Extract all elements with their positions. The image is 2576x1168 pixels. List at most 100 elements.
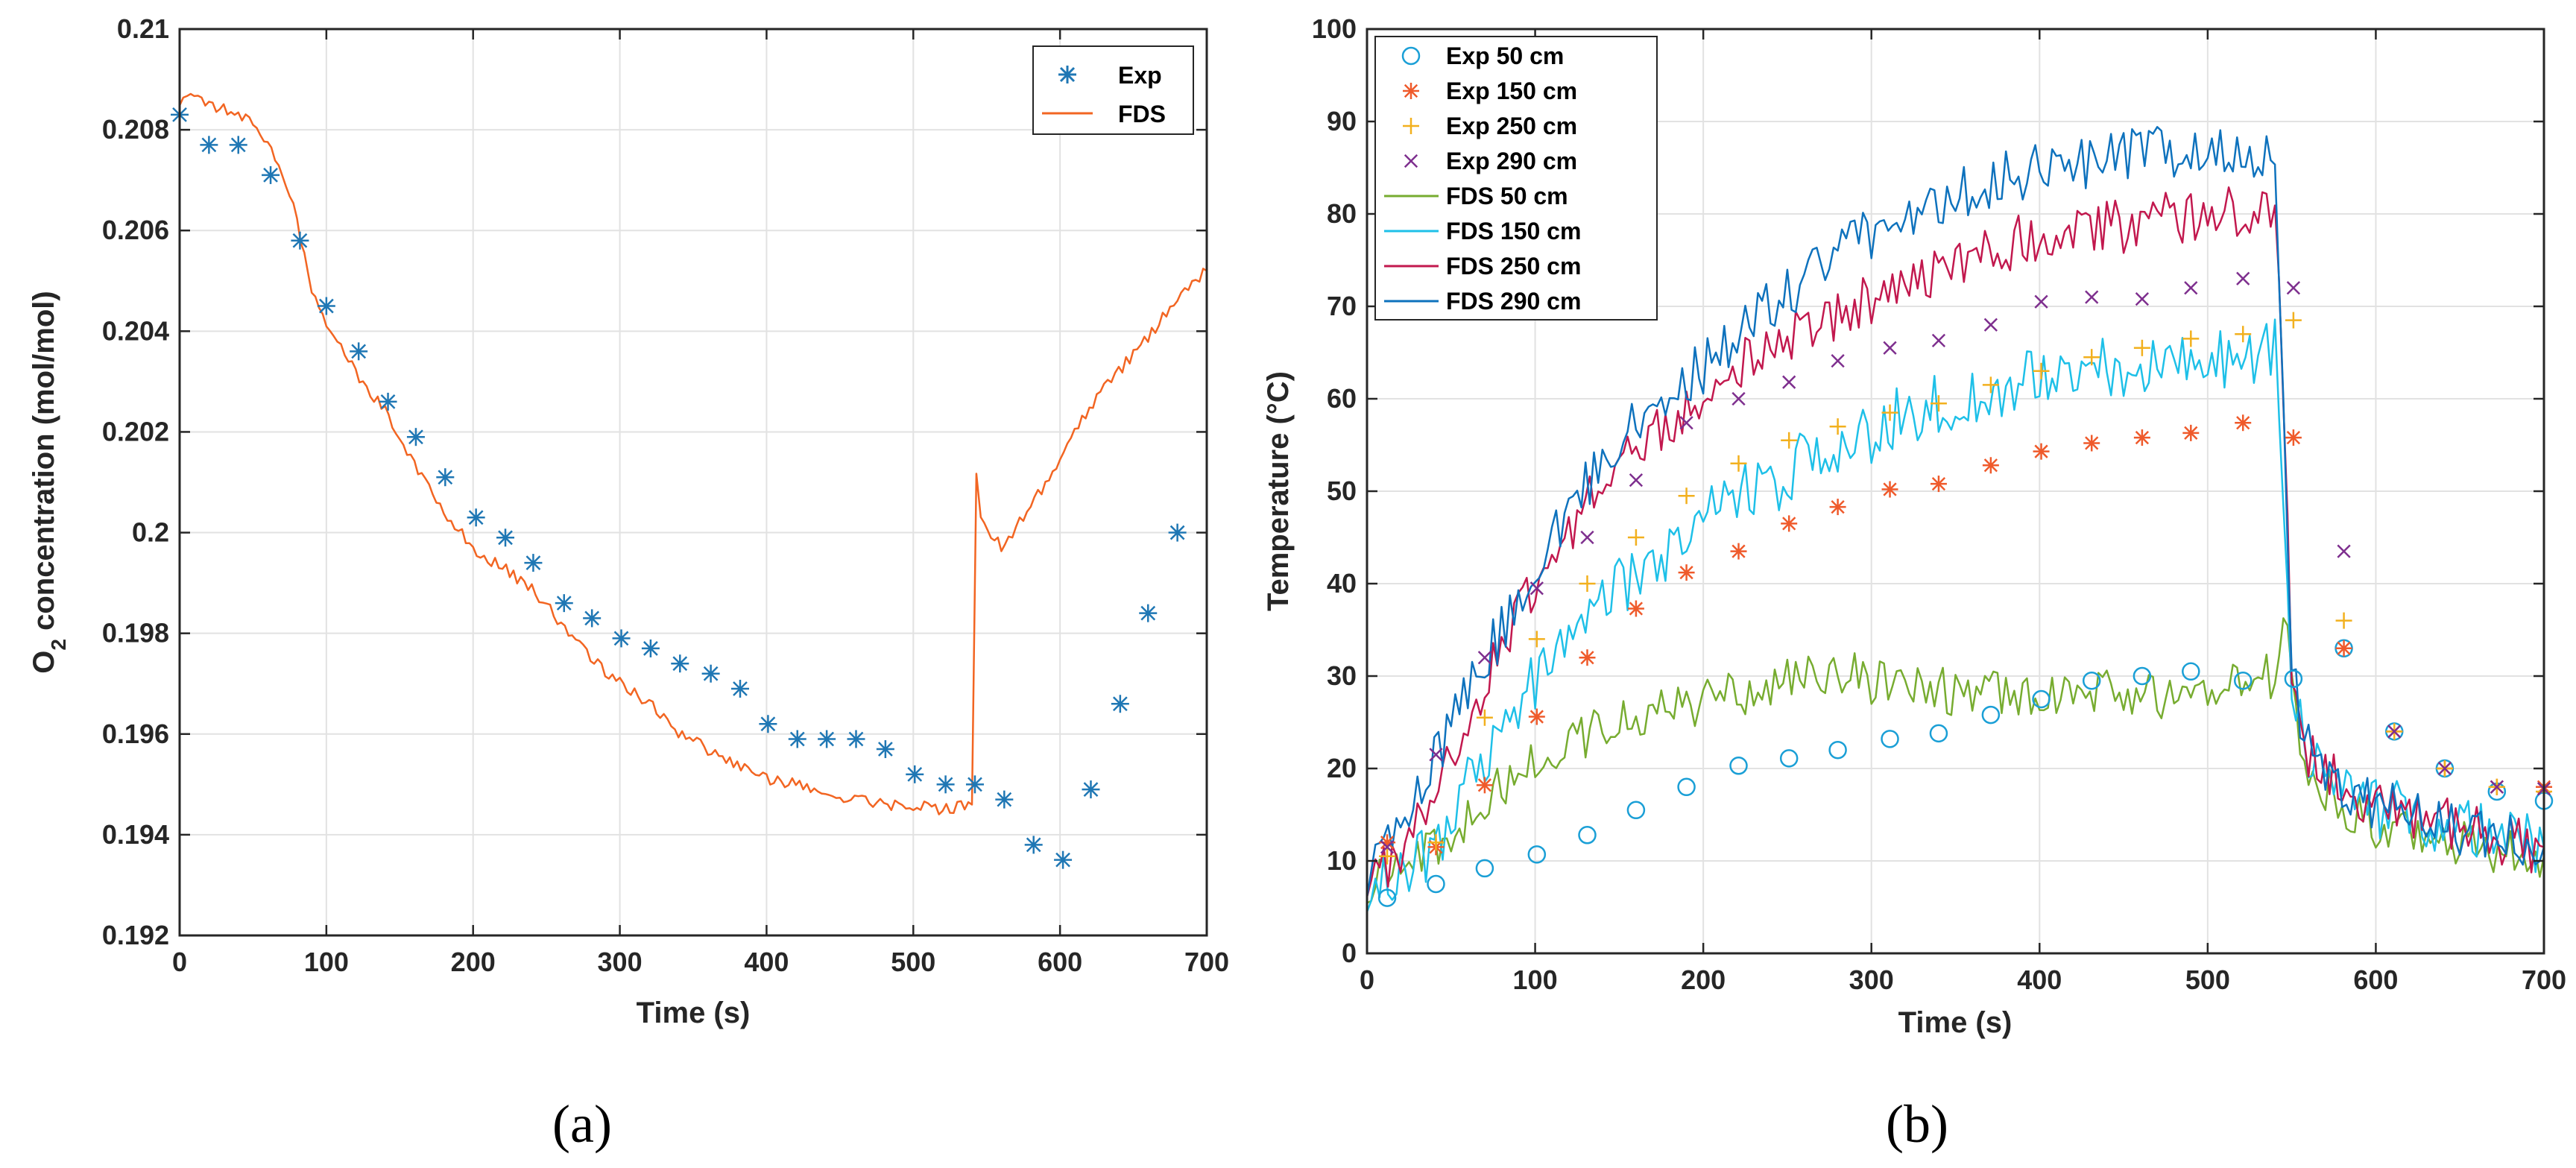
data-point-exp — [1139, 604, 1158, 622]
legend-marker-exp-250-cm — [1403, 118, 1419, 134]
x-tick-label: 500 — [891, 947, 935, 977]
series-line-fds-290-cm — [1366, 126, 2545, 897]
data-point-exp-150-cm — [1528, 708, 1545, 725]
x-axis-label-a: Time (s) — [637, 997, 751, 1029]
data-point-exp — [1168, 523, 1187, 542]
series-line-fds — [178, 92, 1208, 815]
axes-box-a — [178, 28, 1208, 937]
x-tick-label: 0 — [1360, 965, 1374, 995]
data-point-exp — [555, 594, 573, 613]
y-tick-label: 50 — [1327, 476, 1357, 506]
data-point-exp-250-cm — [2083, 349, 2100, 366]
data-point-exp-150-cm — [1579, 649, 1596, 666]
legend-marker-exp-290-cm — [1404, 154, 1418, 168]
ticks-a: 0 100 200 300 400 500 600 700 0.192 0.194 0.196 0.1… — [102, 13, 1229, 977]
y-tick-label: 20 — [1327, 753, 1357, 783]
x-tick-label: 600 — [1038, 947, 1082, 977]
legend-items-b: Exp 50 cm Exp 150 cm Exp 250 cm Exp 290 cm F… — [1384, 42, 1581, 315]
x-tick-label: 300 — [1849, 965, 1894, 995]
data-point-exp-290-cm — [1983, 318, 1998, 332]
data-point-exp-250-cm — [1427, 834, 1445, 851]
data-point-exp-50-cm — [1527, 845, 1547, 864]
x-tick-label: 400 — [2017, 965, 2062, 995]
data-point-exp-250-cm — [1982, 376, 1999, 394]
series-line-fds-50-cm — [1366, 617, 2545, 904]
y-tick-label: 0.2 — [132, 517, 169, 548]
data-point-exp-250-cm — [1627, 529, 1644, 546]
data-point-exp — [965, 775, 984, 794]
legend-box-b — [1374, 36, 1658, 321]
legend-label-fds-150-cm: FDS 150 cm — [1446, 218, 1581, 244]
data-point-exp-290-cm — [2034, 294, 2048, 309]
x-tick-label: 600 — [2353, 965, 2398, 995]
y-tick-label: 0.206 — [102, 215, 169, 245]
data-point-exp — [583, 609, 602, 628]
y-tick-label: 100 — [1312, 13, 1357, 44]
data-point-exp-50-cm — [2082, 671, 2101, 690]
data-point-exp-50-cm — [2032, 689, 2051, 709]
data-point-exp-290-cm — [2490, 780, 2504, 794]
x-tick-label: 500 — [2185, 965, 2230, 995]
data-point-exp-250-cm — [1730, 455, 1747, 472]
data-point-exp-250-cm — [1476, 709, 1493, 726]
y-axis-label-b: Temperature (°C) — [1262, 371, 1295, 611]
y-tick-label: 60 — [1327, 383, 1357, 414]
data-point-exp-250-cm — [2182, 330, 2200, 347]
legend-label-fds-250-cm: FDS 250 cm — [1446, 253, 1581, 280]
data-point-exp — [496, 528, 515, 547]
data-point-exp-250-cm — [1528, 631, 1545, 648]
data-point-exp-150-cm — [1881, 481, 1898, 498]
legend-label-exp: Exp — [1118, 62, 1162, 89]
data-point-exp-150-cm — [1930, 476, 1947, 493]
data-point-exp — [1111, 695, 1129, 713]
data-point-exp-50-cm — [1729, 757, 1748, 775]
data-point-exp-290-cm — [1931, 333, 1946, 348]
x-tick-label: 700 — [2522, 965, 2566, 995]
data-point-exp-50-cm — [1427, 874, 1445, 894]
data-point-exp-290-cm — [2236, 271, 2250, 285]
y-tick-label: 0.204 — [102, 315, 169, 346]
data-point-exp-50-cm — [1626, 801, 1646, 820]
data-point-exp-250-cm — [2133, 339, 2150, 356]
data-point-exp-50-cm — [1377, 888, 1397, 907]
data-point-exp-290-cm — [1530, 581, 1544, 596]
data-point-exp — [200, 136, 218, 154]
data-point-exp-290-cm — [1782, 375, 1796, 389]
data-point-exp-250-cm — [1829, 418, 1846, 435]
caption-b: (b) — [1886, 1094, 1948, 1154]
data-point-exp — [524, 554, 543, 572]
data-point-exp-290-cm — [1580, 530, 1594, 545]
y-tick-label: 30 — [1327, 660, 1357, 691]
legend-marker-exp-50-cm — [1401, 46, 1421, 66]
data-point-exp-50-cm — [1828, 740, 1847, 760]
data-point-exp — [350, 342, 368, 361]
data-point-exp — [876, 740, 894, 759]
x-tick-label: 700 — [1184, 947, 1229, 977]
legend-label-fds: FDS — [1118, 101, 1166, 127]
data-point-exp — [641, 639, 660, 657]
legend-label-exp-150-cm: Exp 150 cm — [1446, 78, 1577, 104]
data-point-exp-150-cm — [2133, 429, 2150, 446]
data-point-exp-250-cm — [2033, 362, 2050, 379]
data-point-exp-290-cm — [1831, 354, 1845, 368]
legend-a: Exp FDS — [1032, 45, 1194, 135]
data-point-exp-290-cm — [2135, 291, 2150, 306]
series-line-fds-150-cm — [1366, 318, 2545, 912]
data-point-exp — [788, 730, 806, 748]
x-tick-label: 400 — [744, 947, 789, 977]
data-point-exp-150-cm — [1730, 543, 1747, 560]
data-point-exp-50-cm — [2133, 666, 2152, 686]
x-tick-label: 0 — [172, 947, 187, 977]
data-point-exp-250-cm — [1781, 432, 1798, 449]
data-point-exp-290-cm — [2286, 281, 2301, 295]
data-point-exp-250-cm — [1881, 404, 1898, 421]
data-point-exp-50-cm — [1881, 730, 1899, 748]
data-point-exp-290-cm — [1883, 341, 1897, 355]
y-axis-label-a: O2 concentration (mol/mol) — [28, 291, 70, 673]
legend-box-a — [1032, 45, 1194, 135]
data-point-exp-290-cm — [2337, 544, 2351, 558]
y-tick-label: 0.196 — [102, 719, 169, 749]
data-point-exp-50-cm — [1578, 826, 1597, 845]
data-point-exp — [995, 790, 1014, 809]
y-tick-label: 80 — [1327, 198, 1357, 229]
